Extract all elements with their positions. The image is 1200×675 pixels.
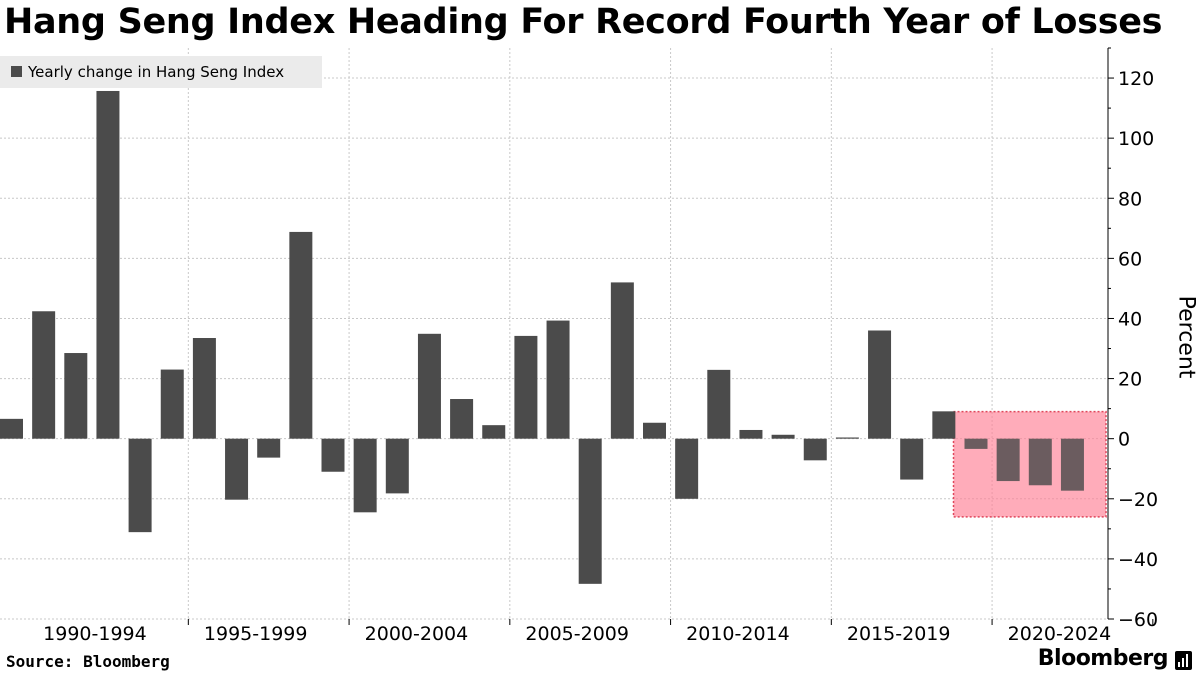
bar-1997 [257,438,281,458]
bar-2002 [417,333,441,439]
bar-2020 [996,438,1020,482]
x-group-label: 2020-2024 [1008,623,1112,645]
bar-2015 [835,437,859,439]
bar-1996 [225,438,249,500]
bar-1990 [32,311,56,439]
x-group-label: 2005-2009 [525,623,629,645]
x-group-label: 2015-2019 [847,623,951,645]
bar-1993 [128,438,152,533]
bar-1991 [64,353,88,439]
legend: Yearly change in Hang Seng Index [0,56,322,88]
x-group-label: 1995-1999 [204,623,308,645]
y-tick-label: −60 [1118,609,1158,631]
bar-1999 [321,438,345,472]
legend-swatch [11,66,22,77]
bar-1998 [289,231,313,439]
source-note: Source: Bloomberg [6,652,170,671]
bar-1992 [96,90,120,439]
bar-2001 [385,438,409,494]
bar-1995 [192,338,216,439]
bar-2011 [707,369,731,439]
y-tick-label: 100 [1118,128,1154,150]
bar-2013 [771,434,795,439]
bar-2014 [803,438,827,461]
x-group-label: 2000-2004 [365,623,469,645]
bar-2003 [450,399,474,439]
bar-2017 [900,438,924,480]
y-tick-label: 40 [1118,308,1142,330]
x-group-label: 1990-1994 [43,623,147,645]
y-tick-label: −20 [1118,489,1158,511]
chart-title: Hang Seng Index Heading For Record Fourt… [4,2,1163,42]
bar-2018 [932,411,956,439]
y-tick-label: −40 [1118,549,1158,571]
x-group-label: 2010-2014 [686,623,790,645]
bar-2012 [739,429,763,439]
y-axis-label: Percent [1173,295,1199,379]
bar-1989 [0,418,23,439]
bar-2021 [1028,438,1052,486]
bar-2005 [514,335,538,439]
brand-logo: Bloomberg [1037,646,1169,671]
y-tick-label: 20 [1118,369,1142,391]
bar-2007 [578,438,602,584]
bar-2000 [353,438,377,513]
bar-1994 [160,369,184,439]
y-tick-label: 80 [1118,188,1142,210]
y-tick-label: 0 [1118,429,1130,451]
legend-label: Yearly change in Hang Seng Index [28,63,285,81]
bar-2009 [643,422,666,439]
bar-2022 [1060,438,1084,491]
bar-2010 [675,438,699,499]
y-tick-label: 60 [1118,248,1142,270]
y-tick-label: 120 [1118,68,1154,90]
bar-2016 [868,330,892,439]
bar-2008 [610,282,634,439]
bar-2019 [964,438,988,449]
bar-chart-icon [1175,651,1192,670]
bar-2006 [546,320,570,439]
bar-2004 [482,425,506,439]
